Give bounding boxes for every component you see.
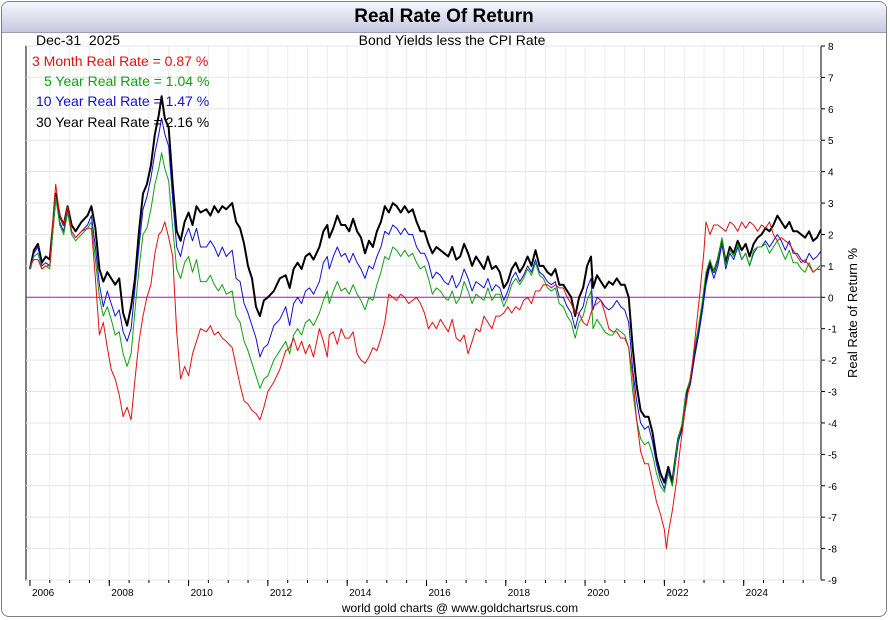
legend-3-month: 3 Month Real Rate = 0.87 % xyxy=(32,53,208,69)
x-tick-label: 2020 xyxy=(587,588,610,599)
y-tick-label: 3 xyxy=(828,199,834,210)
y-tick-label: -8 xyxy=(828,545,837,556)
y-tick-label: 5 xyxy=(828,136,834,147)
x-tick-label: 2022 xyxy=(666,588,689,599)
chart-subtitle: Bond Yields less the CPI Rate xyxy=(359,32,546,48)
y-tick-label: 0 xyxy=(828,293,834,304)
x-tick-label: 2018 xyxy=(508,588,531,599)
series-layer xyxy=(29,95,822,550)
x-tick-label: 2012 xyxy=(270,588,293,599)
legend-30-year: 30 Year Real Rate = 2.16 % xyxy=(36,114,209,130)
series-line-3-month xyxy=(29,183,822,550)
series-line-10-year xyxy=(29,117,822,490)
y-tick-label: 6 xyxy=(828,105,834,116)
legend-5-year: 5 Year Real Rate = 1.04 % xyxy=(44,73,209,89)
y-tick-label: -3 xyxy=(828,388,837,399)
y-tick-label: 1 xyxy=(828,262,834,273)
legend-10-year: 10 Year Real Rate = 1.47 % xyxy=(36,93,209,109)
x-tick-label: 2006 xyxy=(32,588,55,599)
x-tick-label: 2014 xyxy=(349,588,372,599)
y-tick-label: -7 xyxy=(828,513,837,524)
y-tick-label: -5 xyxy=(828,450,837,461)
y-tick-label: -9 xyxy=(828,576,837,587)
title-bar: Real Rate Of Return xyxy=(2,2,886,33)
x-tick-label: 2024 xyxy=(746,588,769,599)
axis-layer: 8 7 6 5 4 3 2 1 0 -1 -2 -3 -4 -5 -6 -7 -8 -9 2006 2008 2010 2… xyxy=(29,42,837,599)
x-tick-label: 2008 xyxy=(111,588,134,599)
x-tick-label: 2010 xyxy=(191,588,214,599)
y-tick-label: 2 xyxy=(828,230,834,241)
x-tick-label: 2016 xyxy=(428,588,451,599)
y-tick-label: -2 xyxy=(828,356,837,367)
y-axis-label: Real Rate of Return % xyxy=(845,248,860,379)
y-tick-label: -4 xyxy=(828,419,837,430)
y-tick-label: 8 xyxy=(828,42,834,53)
y-tick-label: -6 xyxy=(828,482,837,493)
footer-credit: world gold charts @ www.goldchartsrus.co… xyxy=(341,601,578,615)
chart-title: Real Rate Of Return xyxy=(354,6,534,27)
date-label: Dec-31 2025 xyxy=(36,32,120,48)
y-tick-label: -1 xyxy=(828,325,837,336)
y-tick-label: 4 xyxy=(828,168,834,179)
y-tick-label: 7 xyxy=(828,73,834,84)
